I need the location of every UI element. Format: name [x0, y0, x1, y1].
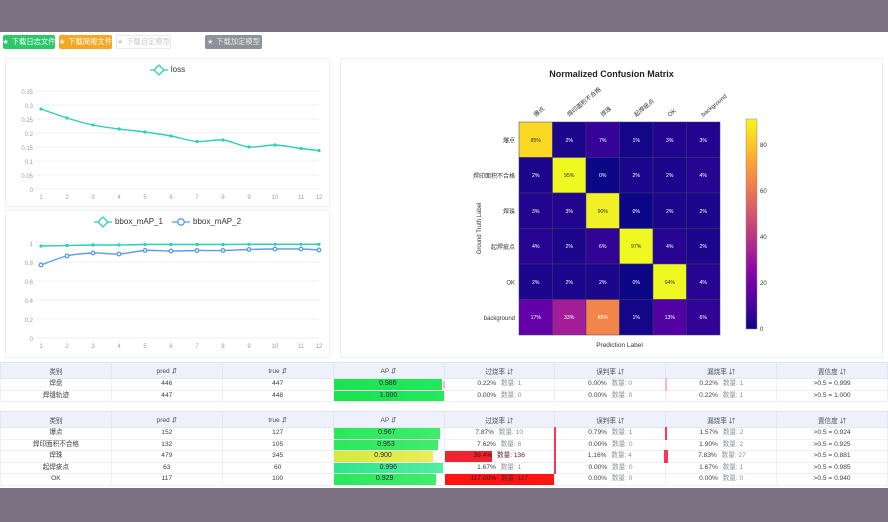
svg-text:33%: 33%	[564, 315, 575, 321]
svg-text:起焊疵点: 起焊疵点	[491, 243, 515, 251]
svg-text:6%: 6%	[699, 315, 707, 321]
svg-text:10: 10	[272, 195, 279, 201]
svg-text:12: 12	[316, 195, 323, 201]
svg-text:4: 4	[117, 344, 121, 350]
svg-text:0.8: 0.8	[25, 261, 34, 267]
svg-text:12: 12	[316, 344, 323, 350]
svg-text:0.6: 0.6	[25, 280, 34, 286]
svg-text:13%: 13%	[665, 315, 676, 321]
svg-text:3%: 3%	[565, 209, 573, 215]
svg-text:0.35: 0.35	[21, 90, 33, 96]
svg-text:4%: 4%	[699, 280, 707, 286]
svg-text:4%: 4%	[532, 244, 540, 250]
svg-text:0.15: 0.15	[21, 146, 33, 152]
svg-text:4: 4	[117, 195, 121, 201]
svg-text:2%: 2%	[599, 280, 607, 286]
svg-text:6%: 6%	[599, 244, 607, 250]
svg-text:爆点: 爆点	[532, 105, 546, 119]
svg-text:0: 0	[30, 337, 34, 343]
svg-text:10: 10	[272, 344, 279, 350]
svg-text:2%: 2%	[532, 173, 540, 179]
svg-text:11: 11	[298, 195, 305, 201]
svg-text:1: 1	[39, 195, 43, 201]
svg-text:2%: 2%	[565, 280, 573, 286]
svg-text:7: 7	[195, 344, 199, 350]
svg-text:80: 80	[760, 143, 767, 149]
svg-text:6: 6	[169, 195, 173, 201]
svg-text:9: 9	[247, 344, 251, 350]
svg-text:2%: 2%	[632, 173, 640, 179]
svg-text:40: 40	[760, 235, 767, 241]
svg-text:焊珠: 焊珠	[503, 208, 515, 216]
svg-text:2%: 2%	[565, 244, 573, 250]
svg-text:97%: 97%	[631, 244, 642, 250]
svg-text:95%: 95%	[564, 173, 575, 179]
svg-text:2%: 2%	[666, 173, 674, 179]
svg-text:2%: 2%	[666, 209, 674, 215]
svg-text:2: 2	[65, 195, 69, 201]
svg-text:2: 2	[65, 344, 69, 350]
svg-text:11: 11	[298, 344, 305, 350]
svg-text:3: 3	[91, 344, 95, 350]
svg-text:0.2: 0.2	[25, 132, 34, 138]
svg-text:2%: 2%	[565, 138, 573, 144]
svg-text:1: 1	[39, 344, 43, 350]
svg-text:2%: 2%	[699, 244, 707, 250]
svg-text:0: 0	[760, 327, 764, 333]
svg-text:3%: 3%	[699, 138, 707, 144]
svg-text:3%: 3%	[532, 209, 540, 215]
svg-text:60: 60	[760, 189, 767, 195]
svg-text:9: 9	[247, 195, 251, 201]
svg-text:OK: OK	[506, 281, 515, 287]
svg-text:2%: 2%	[532, 280, 540, 286]
svg-text:17%: 17%	[531, 315, 542, 321]
svg-text:8: 8	[221, 195, 225, 201]
svg-text:0%: 0%	[599, 173, 607, 179]
svg-text:1: 1	[30, 242, 34, 248]
svg-text:0.2: 0.2	[25, 318, 34, 324]
svg-text:94%: 94%	[665, 280, 676, 286]
svg-text:85%: 85%	[531, 138, 542, 144]
svg-text:4%: 4%	[699, 173, 707, 179]
svg-text:background: background	[701, 94, 729, 119]
svg-text:65%: 65%	[598, 315, 609, 321]
svg-text:6: 6	[169, 344, 173, 350]
svg-text:0.3: 0.3	[25, 104, 34, 110]
svg-text:焊印面积不合格: 焊印面积不合格	[473, 172, 515, 180]
svg-text:20: 20	[760, 281, 767, 287]
svg-text:Ground Truth Label: Ground Truth Label	[477, 203, 483, 255]
svg-text:4%: 4%	[666, 244, 674, 250]
svg-text:90%: 90%	[598, 209, 609, 215]
svg-text:Prediction Label: Prediction Label	[596, 342, 643, 349]
svg-text:5: 5	[143, 344, 147, 350]
svg-text:爆点: 爆点	[503, 137, 515, 145]
svg-text:焊珠: 焊珠	[599, 105, 613, 119]
svg-text:3%: 3%	[666, 138, 674, 144]
svg-text:起焊疵点: 起焊疵点	[632, 97, 656, 119]
svg-text:0.1: 0.1	[25, 160, 34, 166]
svg-text:7%: 7%	[599, 138, 607, 144]
svg-text:0%: 0%	[632, 280, 640, 286]
svg-text:0.25: 0.25	[21, 118, 33, 124]
svg-text:5: 5	[143, 195, 147, 201]
svg-text:0.4: 0.4	[25, 299, 34, 305]
svg-text:焊印面积不合格: 焊印面积不合格	[565, 85, 602, 118]
svg-text:1%: 1%	[632, 138, 640, 144]
svg-text:0.05: 0.05	[21, 174, 33, 180]
svg-text:2%: 2%	[699, 209, 707, 215]
svg-text:3: 3	[91, 195, 95, 201]
svg-text:0%: 0%	[632, 209, 640, 215]
svg-text:7: 7	[195, 195, 199, 201]
svg-text:1%: 1%	[632, 315, 640, 321]
svg-text:0: 0	[30, 188, 34, 194]
svg-text:background: background	[484, 316, 515, 322]
svg-text:8: 8	[221, 344, 225, 350]
svg-text:OK: OK	[667, 108, 677, 118]
